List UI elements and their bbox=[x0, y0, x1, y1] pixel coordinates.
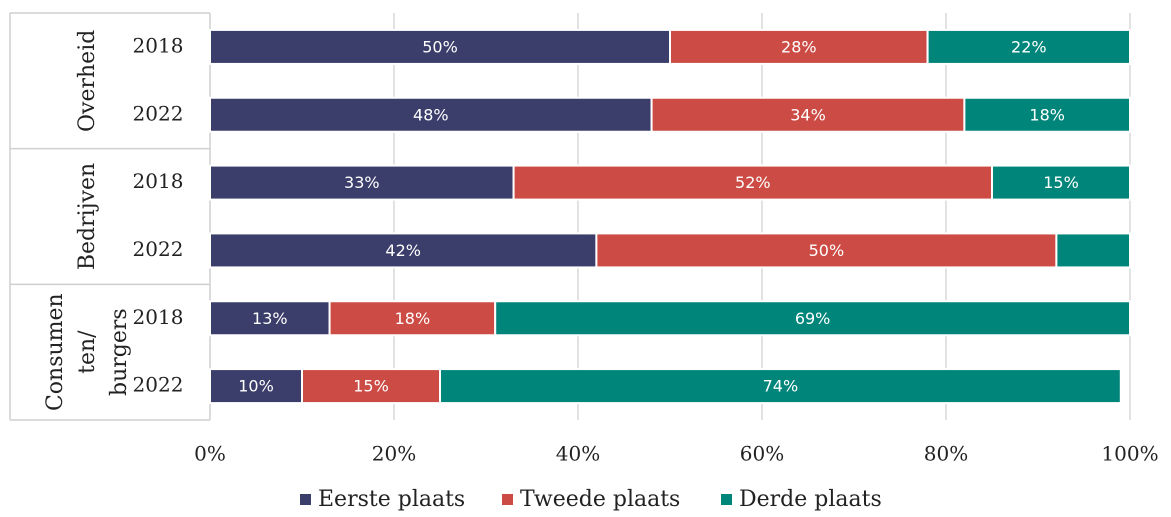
bar-segment bbox=[926, 28, 1131, 65]
bar-segment bbox=[494, 300, 1131, 337]
group-label: Consumen bbox=[43, 293, 68, 411]
bar-segment bbox=[209, 164, 515, 201]
bar-label: 34% bbox=[790, 105, 826, 124]
bar-label: 48% bbox=[413, 105, 449, 124]
bar-label: 13% bbox=[252, 309, 288, 328]
group-label: Bedrijven bbox=[75, 163, 100, 270]
bar-segment bbox=[209, 368, 303, 405]
bar-label: 28% bbox=[781, 37, 817, 56]
bar-label: 22% bbox=[1011, 37, 1047, 56]
y-tick-label: 2018 bbox=[133, 169, 184, 193]
bar-segment bbox=[963, 96, 1132, 133]
bar-segment bbox=[991, 164, 1131, 201]
x-tick-label: 80% bbox=[924, 442, 968, 466]
x-tick-label: 100% bbox=[1101, 442, 1158, 466]
y-tick-label: 2022 bbox=[133, 373, 184, 397]
y-tick-label: 2022 bbox=[133, 101, 184, 125]
bar-label: 10% bbox=[238, 377, 274, 396]
bar-segment bbox=[209, 28, 671, 65]
bar-segment bbox=[439, 368, 1122, 405]
legend-label: Derde plaats bbox=[739, 487, 882, 512]
bar-label: 74% bbox=[763, 377, 799, 396]
bar-label: 33% bbox=[344, 173, 380, 192]
bar-label: 50% bbox=[809, 241, 845, 260]
bar-label: 50% bbox=[422, 37, 458, 56]
legend-label: Tweede plaats bbox=[520, 487, 680, 512]
bar-label: 15% bbox=[1043, 173, 1079, 192]
bar-label: 18% bbox=[1029, 105, 1065, 124]
legend-swatch bbox=[300, 494, 311, 505]
bar-label: 15% bbox=[353, 377, 389, 396]
group-label: Overheid bbox=[75, 30, 100, 132]
bar-label: 42% bbox=[385, 241, 421, 260]
group-label: burgers bbox=[107, 308, 132, 396]
bar-segment bbox=[301, 368, 441, 405]
bar-segment bbox=[209, 232, 598, 269]
y-tick-label: 2018 bbox=[133, 305, 184, 329]
x-tick-label: 0% bbox=[194, 442, 226, 466]
group-label: ten/ bbox=[75, 330, 100, 374]
bar-segment bbox=[328, 300, 497, 337]
bar-segment bbox=[595, 232, 1058, 269]
x-tick-label: 60% bbox=[740, 442, 784, 466]
bar-segment bbox=[669, 28, 929, 65]
y-tick-label: 2018 bbox=[133, 33, 184, 57]
y-tick-label: 2022 bbox=[133, 237, 184, 261]
legend-label: Eerste plaats bbox=[318, 487, 465, 512]
legend-swatch bbox=[502, 494, 513, 505]
legend-swatch bbox=[721, 494, 732, 505]
bar-label: 69% bbox=[795, 309, 831, 328]
x-tick-label: 40% bbox=[556, 442, 600, 466]
bar-segment bbox=[1055, 232, 1132, 269]
x-tick-label: 20% bbox=[372, 442, 416, 466]
bar-segment bbox=[209, 300, 331, 337]
bar-label: 52% bbox=[735, 173, 771, 192]
bar-label: 18% bbox=[395, 309, 431, 328]
